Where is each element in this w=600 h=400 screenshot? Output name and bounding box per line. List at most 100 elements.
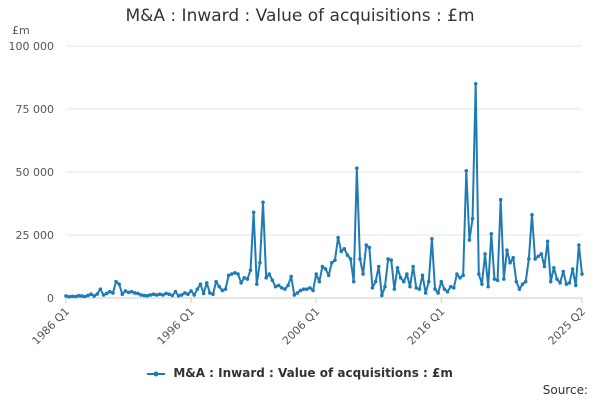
data-point[interactable] <box>226 273 231 278</box>
data-point[interactable] <box>473 82 478 86</box>
data-point[interactable] <box>376 264 381 269</box>
data-point[interactable] <box>577 243 581 247</box>
data-point[interactable] <box>123 289 128 293</box>
data-point[interactable] <box>208 291 212 295</box>
data-point[interactable] <box>264 276 268 280</box>
data-point[interactable] <box>76 293 81 298</box>
data-point[interactable] <box>189 289 193 293</box>
data-point[interactable] <box>89 292 93 297</box>
data-point[interactable] <box>133 291 137 295</box>
data-point[interactable] <box>355 166 359 171</box>
data-point[interactable] <box>330 260 334 265</box>
data-point[interactable] <box>204 281 209 285</box>
data-point[interactable] <box>398 276 403 280</box>
data-point[interactable] <box>511 255 515 260</box>
data-point[interactable] <box>358 257 362 261</box>
data-point[interactable] <box>136 291 140 296</box>
data-point[interactable] <box>445 289 450 294</box>
data-point[interactable] <box>126 290 131 295</box>
data-point[interactable] <box>533 257 537 261</box>
data-point[interactable] <box>545 239 550 244</box>
data-point[interactable] <box>270 278 275 283</box>
data-point[interactable] <box>395 265 400 270</box>
data-point[interactable] <box>107 289 112 294</box>
data-point[interactable] <box>145 293 150 298</box>
data-point[interactable] <box>151 292 156 297</box>
data-point[interactable] <box>179 293 184 297</box>
data-point[interactable] <box>142 293 146 298</box>
data-point[interactable] <box>261 200 265 205</box>
data-point[interactable] <box>489 231 494 236</box>
data-point[interactable] <box>442 287 447 291</box>
data-point[interactable] <box>86 293 90 298</box>
data-point[interactable] <box>64 294 68 298</box>
data-point[interactable] <box>401 279 406 284</box>
data-point[interactable] <box>82 294 87 299</box>
data-point[interactable] <box>345 253 350 257</box>
data-point[interactable] <box>236 272 240 276</box>
data-point[interactable] <box>386 257 390 261</box>
data-point[interactable] <box>154 293 159 297</box>
data-point[interactable] <box>470 216 475 221</box>
data-point[interactable] <box>295 291 300 295</box>
data-point[interactable] <box>70 294 75 299</box>
data-point[interactable] <box>301 287 306 291</box>
data-point[interactable] <box>508 260 512 265</box>
data-point[interactable] <box>336 235 340 240</box>
data-point[interactable] <box>351 279 356 284</box>
data-point[interactable] <box>276 283 281 288</box>
data-point[interactable] <box>436 291 440 295</box>
data-point[interactable] <box>517 287 522 291</box>
data-point[interactable] <box>245 277 250 281</box>
data-point[interactable] <box>420 273 425 278</box>
data-point[interactable] <box>505 248 509 252</box>
data-point[interactable] <box>439 279 444 284</box>
data-point[interactable] <box>498 197 503 202</box>
data-point[interactable] <box>367 245 372 250</box>
data-point[interactable] <box>223 287 228 291</box>
data-point[interactable] <box>523 279 528 284</box>
data-point[interactable] <box>392 287 397 291</box>
data-point[interactable] <box>405 272 409 276</box>
data-point[interactable] <box>305 287 309 291</box>
data-point[interactable] <box>326 273 331 278</box>
data-point[interactable] <box>461 273 465 278</box>
data-point[interactable] <box>139 293 143 297</box>
data-point[interactable] <box>477 272 481 276</box>
data-point[interactable] <box>239 281 243 285</box>
data-point[interactable] <box>552 265 556 270</box>
data-point[interactable] <box>120 292 125 297</box>
data-point[interactable] <box>483 252 487 256</box>
data-point[interactable] <box>201 291 206 296</box>
data-point[interactable] <box>173 289 178 294</box>
data-point[interactable] <box>411 264 415 269</box>
data-point[interactable] <box>414 286 419 290</box>
data-point[interactable] <box>286 283 290 288</box>
data-point[interactable] <box>314 272 318 276</box>
data-point[interactable] <box>433 287 437 291</box>
data-point[interactable] <box>458 276 462 280</box>
data-point[interactable] <box>539 252 544 256</box>
data-point[interactable] <box>480 282 484 286</box>
data-point[interactable] <box>555 277 559 281</box>
data-point[interactable] <box>95 292 100 296</box>
data-point[interactable] <box>527 257 531 261</box>
data-point[interactable] <box>467 238 472 242</box>
data-point[interactable] <box>389 258 394 263</box>
data-point[interactable] <box>92 294 96 298</box>
data-point[interactable] <box>283 287 287 291</box>
data-point[interactable] <box>98 287 103 291</box>
data-point[interactable] <box>198 282 203 286</box>
data-point[interactable] <box>323 267 328 271</box>
data-point[interactable] <box>289 274 293 279</box>
data-point[interactable] <box>561 269 566 274</box>
data-point[interactable] <box>229 272 234 276</box>
data-point[interactable] <box>408 284 412 289</box>
data-point[interactable] <box>158 292 162 297</box>
data-point[interactable] <box>248 268 253 273</box>
data-point[interactable] <box>380 293 384 298</box>
data-point[interactable] <box>536 254 541 259</box>
data-point[interactable] <box>117 282 121 286</box>
data-point[interactable] <box>486 284 490 289</box>
data-point[interactable] <box>167 292 171 297</box>
